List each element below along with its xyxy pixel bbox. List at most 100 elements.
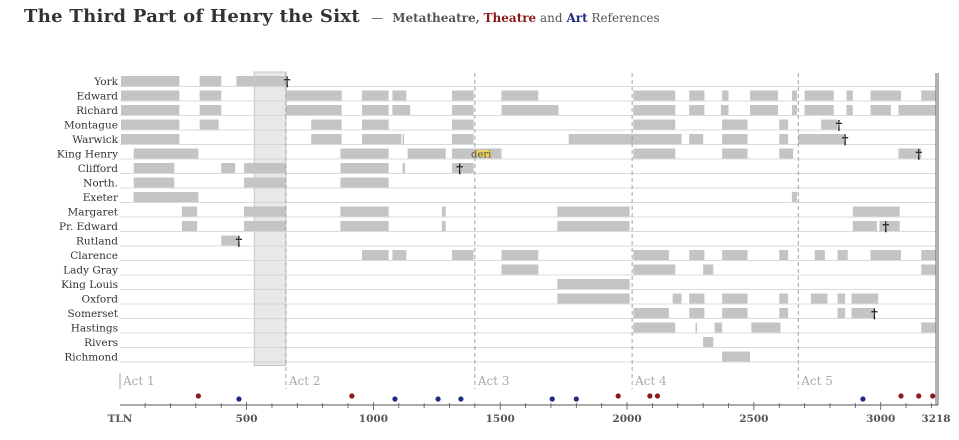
- death-dagger-icon: †: [871, 307, 878, 322]
- theatre-reference-dot: [654, 393, 661, 399]
- tick-label: 3000: [866, 413, 895, 425]
- speech-bar: [452, 134, 474, 144]
- speech-bar: [814, 250, 825, 260]
- art-reference-dot: [573, 396, 579, 402]
- speech-bar: [199, 119, 219, 130]
- character-label: Montague: [64, 120, 118, 132]
- character-label: North.: [83, 178, 118, 190]
- speech-bar: [340, 206, 389, 217]
- speech-bar: [392, 250, 407, 260]
- tick-label: 2500: [739, 413, 768, 425]
- speech-bar: [879, 221, 900, 231]
- speech-bar: [870, 250, 901, 260]
- speech-bar: [672, 293, 682, 304]
- speech-bar: [557, 206, 630, 217]
- x-axis-start-label: TLN: [108, 413, 133, 425]
- theatre-reference-dot: [898, 393, 904, 399]
- speech-bar: [311, 119, 342, 130]
- speech-bar: [722, 308, 748, 318]
- speech-bar: [501, 250, 539, 260]
- speech-bar: [557, 293, 630, 304]
- theatre-reference-dot: [349, 393, 355, 399]
- speech-bar: [244, 163, 286, 173]
- speech-bar: [779, 250, 789, 260]
- chart-title: The Third Part of Henry the Sixt — Metat…: [24, 6, 660, 27]
- art-reference-dot: [860, 396, 866, 402]
- act-label: Act 4: [634, 374, 667, 388]
- speech-bar: [361, 250, 389, 260]
- legend-metatheatre: Metatheatre,: [392, 11, 480, 25]
- theatre-reference-dot: [615, 393, 621, 399]
- speech-bar: [452, 90, 474, 101]
- speech-bar: [285, 90, 342, 101]
- speech-bar: [689, 105, 705, 115]
- speech-bar: [557, 279, 630, 289]
- speech-bar: [846, 105, 853, 115]
- speech-bar: [121, 105, 180, 115]
- speech-bar: [779, 134, 789, 144]
- speech-bar: [898, 105, 936, 115]
- speech-bar: [791, 105, 797, 115]
- speech-bar: [921, 250, 936, 260]
- speech-bar: [501, 105, 559, 115]
- speech-bar: [361, 134, 402, 144]
- death-dagger-icon: †: [882, 220, 889, 235]
- speech-bar: [361, 90, 389, 101]
- character-label: Rutland: [76, 236, 118, 248]
- speech-bar: [311, 134, 342, 144]
- speech-bar: [441, 206, 446, 217]
- speech-bar: [798, 134, 846, 144]
- speech-bar: [340, 148, 389, 159]
- speech-bar: [199, 105, 222, 115]
- character-label: Hastings: [71, 323, 118, 335]
- speech-bar: [722, 119, 748, 130]
- speech-bar: [121, 119, 180, 130]
- speech-bar: [199, 76, 222, 86]
- character-label: Edward: [77, 91, 119, 103]
- speech-bar: [821, 119, 838, 130]
- speech-bar: [633, 148, 676, 159]
- speech-bar: [703, 264, 714, 275]
- speech-bar: [720, 105, 729, 115]
- speech-bar: [133, 148, 199, 159]
- character-label: Clifford: [78, 163, 119, 175]
- tick-label: 500: [236, 413, 258, 425]
- highlight-region: [253, 71, 287, 366]
- speech-bar: [221, 235, 239, 246]
- speech-bar: [361, 105, 389, 115]
- speech-bar: [452, 119, 474, 130]
- speech-bar: [633, 264, 676, 275]
- annotation-text: deri: [471, 150, 491, 161]
- speech-bar: [852, 221, 877, 231]
- speech-bar: [133, 163, 175, 173]
- speech-bar: [689, 90, 705, 101]
- speech-bar: [361, 119, 389, 130]
- speech-bar: [722, 351, 751, 362]
- speech-bar: [921, 90, 936, 101]
- tick-label: 1000: [359, 413, 388, 425]
- speech-bar: [714, 322, 723, 333]
- speech-bar: [121, 76, 180, 86]
- speech-bar: [392, 90, 407, 101]
- yellow-marker: [476, 150, 492, 157]
- speech-bar: [633, 105, 676, 115]
- speech-bar: [870, 90, 901, 101]
- speech-bar: [452, 148, 477, 159]
- x-axis-end-label: 3218: [921, 413, 950, 425]
- death-dagger-icon: †: [915, 148, 922, 163]
- legend-theatre: Theatre: [483, 11, 537, 25]
- speech-bar: [851, 293, 879, 304]
- speech-bar: [722, 250, 748, 260]
- speech-bar: [340, 163, 389, 173]
- speech-bar: [851, 308, 875, 318]
- speech-bar: [244, 221, 286, 231]
- speech-bar: [804, 105, 834, 115]
- speech-bar: [779, 148, 794, 159]
- death-dagger-icon: †: [236, 235, 243, 250]
- legend-art: Art: [566, 11, 588, 25]
- title-subtitle: Metatheatre, Theatre and Art References: [392, 11, 659, 25]
- tick-label: 2000: [612, 413, 641, 425]
- character-label: Richard: [76, 105, 118, 117]
- speech-bar: [791, 192, 797, 202]
- speech-bar: [779, 308, 789, 318]
